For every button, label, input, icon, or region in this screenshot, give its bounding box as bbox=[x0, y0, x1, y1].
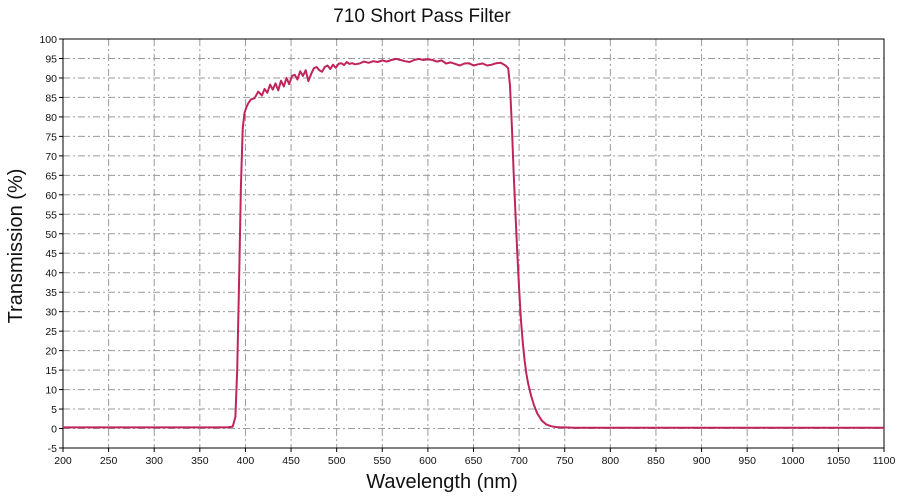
tick-label-layer: 200 250 300 350 400 450 500 550 600 650 700 750 800 8… bbox=[39, 34, 895, 467]
y-tick-label: 25 bbox=[45, 326, 57, 338]
y-tick-label: 70 bbox=[45, 151, 57, 163]
transmission-line bbox=[63, 57, 884, 429]
y-tick-label: 100 bbox=[39, 34, 57, 46]
y-tick-label: 5 bbox=[51, 404, 57, 416]
series-layer bbox=[63, 57, 884, 429]
y-tick-label: 10 bbox=[45, 385, 57, 397]
x-tick-label: 650 bbox=[465, 455, 483, 467]
x-tick-label: 400 bbox=[237, 455, 255, 467]
y-tick-label: 85 bbox=[45, 92, 57, 104]
x-tick-label: 700 bbox=[510, 455, 528, 467]
x-tick-label: 1000 bbox=[781, 455, 805, 467]
y-tick-label: 30 bbox=[45, 307, 57, 319]
x-tick-label: 750 bbox=[556, 455, 574, 467]
x-tick-label: 550 bbox=[374, 455, 392, 467]
y-tick-label: 80 bbox=[45, 112, 57, 124]
chart-title: 710 Short Pass Filter bbox=[333, 6, 511, 27]
x-tick-label: 250 bbox=[100, 455, 118, 467]
x-tick-label: 300 bbox=[145, 455, 163, 467]
y-tick-label: 90 bbox=[45, 73, 57, 85]
x-tick-label: 800 bbox=[602, 455, 620, 467]
x-tick-label: 450 bbox=[282, 455, 300, 467]
plot-frame bbox=[62, 38, 885, 449]
y-tick-label: 55 bbox=[45, 209, 57, 221]
x-tick-label: 500 bbox=[328, 455, 346, 467]
x-tick-label: 900 bbox=[693, 455, 711, 467]
x-tick-label: 1050 bbox=[827, 455, 851, 467]
x-tick-label: 1100 bbox=[873, 455, 896, 467]
y-tick-label: 0 bbox=[51, 424, 57, 436]
y-tick-label: 60 bbox=[45, 190, 57, 202]
y-tick-label: -5 bbox=[48, 443, 57, 455]
grid-layer bbox=[63, 39, 884, 448]
x-axis-label: Wavelength (nm) bbox=[366, 471, 518, 493]
y-tick-label: 95 bbox=[45, 53, 57, 65]
y-tick-label: 20 bbox=[45, 346, 57, 358]
y-tick-label: 35 bbox=[45, 287, 57, 299]
y-tick-label: 40 bbox=[45, 268, 57, 280]
y-tick-label: 15 bbox=[45, 365, 57, 377]
x-tick-label: 850 bbox=[647, 455, 665, 467]
y-tick-label: 75 bbox=[45, 131, 57, 143]
y-axis-label: Transmission (%) bbox=[5, 169, 27, 324]
x-tick-label: 200 bbox=[54, 455, 72, 467]
x-tick-label: 950 bbox=[738, 455, 756, 467]
x-tick-label: 600 bbox=[419, 455, 437, 467]
y-tick-label: 65 bbox=[45, 170, 57, 182]
y-tick-label: 45 bbox=[45, 248, 57, 260]
y-tick-label: 50 bbox=[45, 229, 57, 241]
x-tick-label: 350 bbox=[191, 455, 209, 467]
